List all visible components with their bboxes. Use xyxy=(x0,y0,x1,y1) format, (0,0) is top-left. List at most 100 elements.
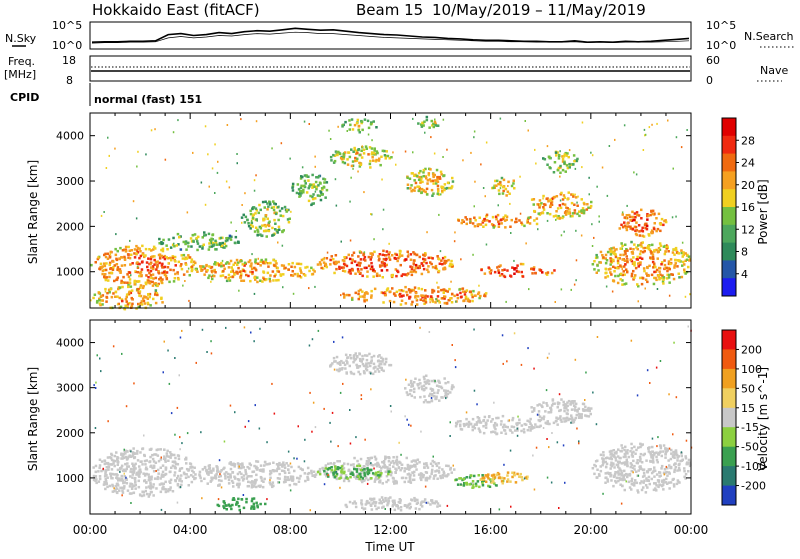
velocity-cell xyxy=(434,474,437,477)
velocity-cell xyxy=(363,508,366,511)
power-cell xyxy=(131,289,134,292)
power-cell xyxy=(256,281,259,284)
velocity-cell xyxy=(356,355,359,358)
power-cell xyxy=(184,280,186,282)
velocity-cell xyxy=(615,459,618,462)
power-cell xyxy=(108,272,111,275)
velocity-cell xyxy=(179,470,182,473)
power-cell xyxy=(126,300,129,303)
power-cell xyxy=(367,153,370,156)
power-cell xyxy=(381,264,384,267)
power-cell xyxy=(405,291,408,294)
velocity-cell xyxy=(138,480,141,483)
nave-tick-top: 60 xyxy=(706,54,720,67)
velocity-cell xyxy=(253,340,255,342)
power-cell xyxy=(254,179,256,181)
power-cell xyxy=(410,253,413,256)
velocity-cell xyxy=(616,464,619,467)
velocity-cell xyxy=(584,414,587,417)
power-cell xyxy=(104,288,107,291)
velocity-cell xyxy=(165,467,168,470)
power-cell xyxy=(654,277,657,280)
velocity-cell xyxy=(548,353,550,355)
velocity-cell xyxy=(384,466,387,469)
power-cell xyxy=(580,209,583,212)
power-cell xyxy=(278,270,281,273)
power-cell xyxy=(351,268,354,271)
power-cell xyxy=(236,264,239,267)
velocity-cell xyxy=(157,454,160,457)
power-cell xyxy=(441,190,444,193)
power-cell xyxy=(320,191,323,194)
power-cell xyxy=(459,292,462,295)
power-cell xyxy=(428,126,431,128)
power-cell xyxy=(343,256,346,259)
power-cell xyxy=(513,273,516,276)
velocity-cell xyxy=(124,473,126,475)
power-cell xyxy=(354,260,357,263)
power-cell xyxy=(229,186,231,188)
velocity-cell xyxy=(641,489,644,492)
velocity-cell xyxy=(310,509,312,511)
velocity-cell xyxy=(524,478,526,480)
power-cell xyxy=(364,259,367,262)
velocity-cell xyxy=(637,394,639,396)
power-cell xyxy=(244,262,247,265)
velocity-cell xyxy=(396,456,399,459)
velocity-cell xyxy=(166,450,169,453)
power-cell xyxy=(145,153,147,155)
power-cell xyxy=(413,189,416,192)
power-cell xyxy=(366,292,369,295)
power-cell xyxy=(416,303,419,306)
velocity-cell xyxy=(496,432,499,435)
power-cell xyxy=(557,207,560,210)
velocity-cell xyxy=(313,471,316,474)
velocity-cell xyxy=(293,457,295,459)
power-cell xyxy=(573,154,576,157)
velocity-cell xyxy=(626,461,629,464)
velocity-cell xyxy=(477,420,480,423)
power-cell xyxy=(156,264,159,267)
power-cell xyxy=(542,212,545,215)
velocity-cell xyxy=(95,382,97,384)
power-cell xyxy=(177,119,179,121)
power-cell xyxy=(427,271,430,274)
velocity-cell xyxy=(407,464,410,467)
velocity-cell xyxy=(298,425,300,427)
velocity-cell xyxy=(163,455,166,458)
velocity-cell xyxy=(436,478,439,481)
power-cell xyxy=(239,271,242,274)
power-cell xyxy=(175,264,178,267)
velocity-cell xyxy=(444,382,447,385)
velocity-cell xyxy=(401,464,404,467)
power-cell xyxy=(522,275,525,278)
velocity-cell xyxy=(269,483,272,486)
power-cell xyxy=(621,283,624,286)
velocity-cell xyxy=(121,475,124,478)
velocity-cell xyxy=(234,477,237,480)
power-cell xyxy=(520,222,523,225)
velocity-cell xyxy=(410,506,413,509)
velocity-cell xyxy=(120,466,123,469)
power-cell xyxy=(418,265,421,268)
velocity-cell xyxy=(129,485,132,488)
power-cell xyxy=(626,255,629,258)
velocity-cell xyxy=(180,474,183,477)
power-cell xyxy=(376,150,379,153)
velocity-cell xyxy=(222,505,225,508)
velocity-cell xyxy=(405,477,408,480)
velocity-cell xyxy=(414,460,417,463)
power-cell xyxy=(230,276,232,278)
power-cell xyxy=(561,217,564,220)
power-cell xyxy=(124,264,127,267)
power-cell xyxy=(354,160,357,163)
velocity-cell xyxy=(596,460,599,463)
power-cell xyxy=(278,229,281,232)
velocity-cell xyxy=(220,475,223,478)
power-cell xyxy=(439,263,442,266)
velocity-cell xyxy=(342,336,344,338)
velocity-cell xyxy=(227,476,230,479)
velocity-cell xyxy=(355,358,358,361)
velocity-cell xyxy=(669,448,671,450)
power-cell xyxy=(127,246,129,249)
